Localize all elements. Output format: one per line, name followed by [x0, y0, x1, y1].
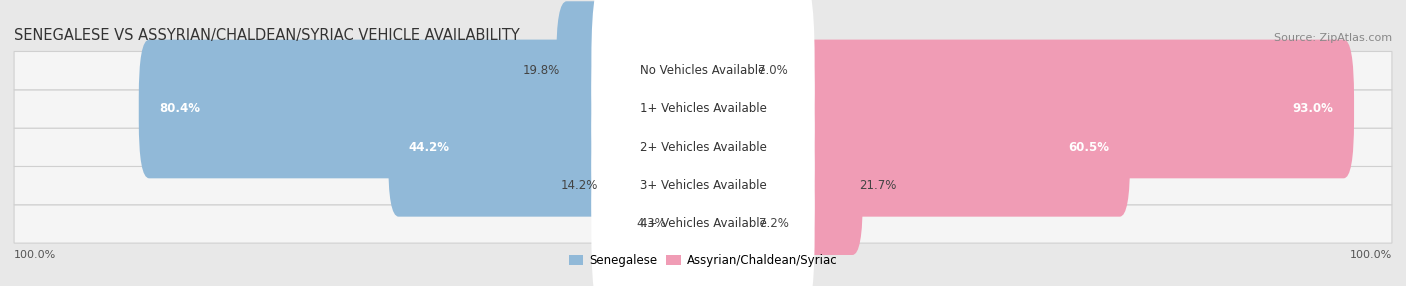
Text: SENEGALESE VS ASSYRIAN/CHALDEAN/SYRIAC VEHICLE AVAILABILITY: SENEGALESE VS ASSYRIAN/CHALDEAN/SYRIAC V…: [14, 28, 520, 43]
FancyBboxPatch shape: [592, 12, 814, 206]
FancyBboxPatch shape: [139, 39, 713, 178]
Text: 80.4%: 80.4%: [159, 102, 201, 116]
FancyBboxPatch shape: [693, 78, 1130, 217]
FancyBboxPatch shape: [693, 116, 863, 255]
FancyBboxPatch shape: [388, 78, 713, 217]
Text: 7.0%: 7.0%: [758, 64, 787, 77]
FancyBboxPatch shape: [14, 205, 1392, 243]
Text: 19.8%: 19.8%: [523, 64, 560, 77]
FancyBboxPatch shape: [14, 51, 1392, 90]
Text: 7.2%: 7.2%: [759, 217, 789, 231]
FancyBboxPatch shape: [14, 128, 1392, 166]
Text: 4+ Vehicles Available: 4+ Vehicles Available: [640, 217, 766, 231]
FancyBboxPatch shape: [595, 116, 713, 255]
FancyBboxPatch shape: [592, 127, 814, 286]
Text: 44.2%: 44.2%: [409, 141, 450, 154]
FancyBboxPatch shape: [693, 39, 1354, 178]
Text: 100.0%: 100.0%: [1350, 250, 1392, 260]
Text: 2+ Vehicles Available: 2+ Vehicles Available: [640, 141, 766, 154]
FancyBboxPatch shape: [592, 0, 814, 168]
FancyBboxPatch shape: [592, 50, 814, 245]
FancyBboxPatch shape: [664, 154, 713, 286]
FancyBboxPatch shape: [592, 88, 814, 283]
Text: Source: ZipAtlas.com: Source: ZipAtlas.com: [1274, 33, 1392, 43]
Text: 100.0%: 100.0%: [14, 250, 56, 260]
Text: 4.3%: 4.3%: [637, 217, 666, 231]
Text: 1+ Vehicles Available: 1+ Vehicles Available: [640, 102, 766, 116]
FancyBboxPatch shape: [14, 90, 1392, 128]
Text: 14.2%: 14.2%: [561, 179, 599, 192]
Text: 21.7%: 21.7%: [859, 179, 897, 192]
Text: No Vehicles Available: No Vehicles Available: [640, 64, 766, 77]
FancyBboxPatch shape: [693, 1, 762, 140]
FancyBboxPatch shape: [693, 154, 763, 286]
Text: 3+ Vehicles Available: 3+ Vehicles Available: [640, 179, 766, 192]
FancyBboxPatch shape: [14, 166, 1392, 205]
Legend: Senegalese, Assyrian/Chaldean/Syriac: Senegalese, Assyrian/Chaldean/Syriac: [564, 249, 842, 272]
Text: 60.5%: 60.5%: [1069, 141, 1109, 154]
FancyBboxPatch shape: [557, 1, 713, 140]
Text: 93.0%: 93.0%: [1292, 102, 1333, 116]
